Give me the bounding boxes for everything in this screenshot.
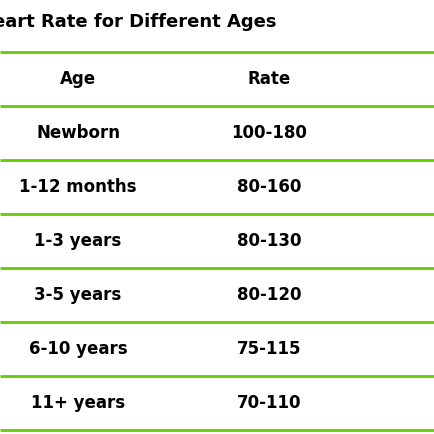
Text: 70-110: 70-110 (237, 394, 301, 412)
Text: Rate: Rate (247, 70, 291, 88)
Text: 80-120: 80-120 (237, 286, 301, 304)
Text: 1-12 months: 1-12 months (20, 178, 137, 196)
Text: 80-130: 80-130 (237, 232, 301, 250)
Text: 6-10 years: 6-10 years (29, 340, 128, 358)
Text: 11+ years: 11+ years (31, 394, 125, 412)
Text: 3-5 years: 3-5 years (34, 286, 122, 304)
Text: 75-115: 75-115 (237, 340, 301, 358)
Text: Heart Rate for Different Ages: Heart Rate for Different Ages (0, 13, 277, 31)
Text: Newborn: Newborn (36, 124, 120, 142)
Text: 80-160: 80-160 (237, 178, 301, 196)
Text: 100-180: 100-180 (231, 124, 307, 142)
Text: 1-3 years: 1-3 years (34, 232, 122, 250)
Text: Age: Age (60, 70, 96, 88)
